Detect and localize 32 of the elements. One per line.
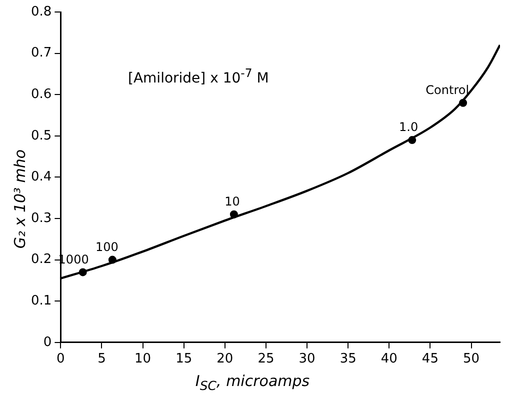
x-axis-title: I$_{SC}$, microamps bbox=[194, 372, 311, 393]
y-tick-label: 0.7 bbox=[30, 46, 52, 61]
annotation: [Amiloride] x 10$^{-7}$ M bbox=[128, 66, 269, 87]
y-tick-label: 0.1 bbox=[30, 293, 52, 308]
x-tick-label: 50 bbox=[462, 352, 480, 367]
y-tick-label: 0.3 bbox=[30, 210, 52, 226]
annotation: 10 bbox=[224, 194, 240, 208]
y-axis-title: G₂ x 10³ mho bbox=[11, 148, 29, 251]
annotation: 100 bbox=[96, 240, 118, 254]
y-tick-label: 0.5 bbox=[30, 128, 52, 144]
point bbox=[108, 256, 116, 264]
x-tick-label: 45 bbox=[422, 352, 438, 367]
x-tick-label: 10 bbox=[134, 352, 152, 367]
x-tick-label: 25 bbox=[258, 352, 274, 367]
y-tick-label: 0.6 bbox=[30, 86, 52, 102]
point bbox=[78, 268, 87, 276]
annotation: Control bbox=[426, 82, 470, 97]
x-tick-label: 0 bbox=[56, 352, 65, 367]
y-tick-label: 0.2 bbox=[30, 252, 52, 268]
point bbox=[230, 210, 238, 218]
y-tick-label: 0 bbox=[43, 334, 52, 350]
x-tick-label: 35 bbox=[340, 352, 356, 367]
x-tick-label: 5 bbox=[98, 352, 106, 367]
x-tick-label: 40 bbox=[380, 352, 398, 367]
point bbox=[408, 136, 416, 144]
y-tick-label: 0.8 bbox=[30, 4, 52, 20]
x-tick-label: 20 bbox=[216, 352, 234, 367]
x-tick-label: 30 bbox=[298, 352, 316, 367]
x-tick-label: 15 bbox=[176, 352, 192, 367]
annotation: 1.0 bbox=[399, 120, 418, 134]
y-tick-label: 0.4 bbox=[30, 170, 52, 185]
point bbox=[459, 98, 468, 107]
